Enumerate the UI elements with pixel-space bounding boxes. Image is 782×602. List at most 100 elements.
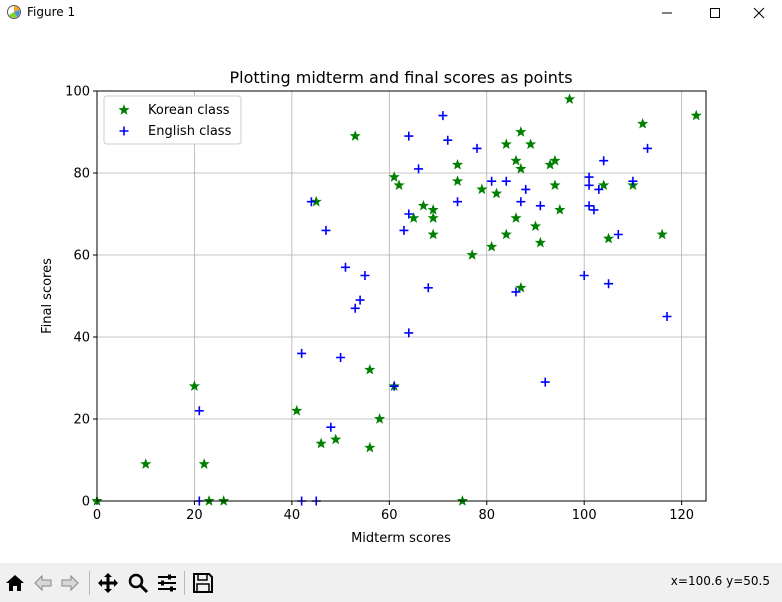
- star-point: [564, 93, 576, 104]
- star-point: [549, 154, 561, 166]
- close-button[interactable]: [736, 0, 782, 25]
- star-point: [515, 163, 527, 174]
- plus-point: [350, 303, 360, 313]
- minimize-button[interactable]: [644, 0, 690, 25]
- zoom-magnifier-icon: [128, 573, 149, 594]
- star-point: [515, 281, 527, 293]
- plus-point: [404, 328, 414, 338]
- plus-point: [501, 176, 511, 186]
- pan-button[interactable]: [95, 570, 121, 596]
- star-point: [417, 199, 429, 211]
- star-point: [500, 228, 512, 240]
- star-point: [451, 158, 464, 170]
- x-tick-label: 40: [284, 508, 301, 523]
- x-tick-label: 0: [93, 508, 101, 523]
- matplotlib-figure-icon: [7, 5, 21, 19]
- save-button[interactable]: [190, 570, 216, 596]
- star-point: [198, 458, 210, 469]
- plus-point: [306, 197, 316, 207]
- star-point: [291, 404, 303, 416]
- plus-point: [579, 271, 589, 280]
- cursor-coordinates: x=100.6 y=50.5: [670, 574, 770, 588]
- star-point: [656, 228, 668, 240]
- star-point: [408, 212, 420, 223]
- maximize-icon: [710, 7, 720, 18]
- plus-point: [404, 209, 414, 219]
- x-tick-label: 80: [478, 508, 495, 523]
- figure-canvas[interactable]: 0 20 40 60 80 100 120 0 20 40 60 80 100 Plotting mid…: [0, 25, 782, 563]
- star-point: [690, 109, 702, 121]
- star-point: [427, 212, 439, 223]
- plus-point: [521, 184, 531, 194]
- data-points: [91, 93, 702, 506]
- maximize-button[interactable]: [692, 0, 738, 25]
- plus-point: [389, 381, 399, 391]
- x-tick-label: 60: [381, 508, 398, 523]
- star-point: [525, 138, 537, 150]
- x-axis-label: Midterm scores: [351, 531, 451, 546]
- back-button[interactable]: [30, 570, 56, 596]
- y-tick-label: 100: [65, 85, 90, 100]
- configure-subplots-button[interactable]: [154, 570, 180, 596]
- plus-point: [443, 135, 453, 145]
- zoom-button[interactable]: [125, 570, 151, 596]
- y-tick-label: 80: [73, 167, 90, 182]
- plus-point: [297, 348, 307, 358]
- star-point: [427, 204, 439, 215]
- star-point: [374, 413, 386, 424]
- plus-point: [472, 143, 482, 153]
- star-point: [476, 183, 488, 195]
- forward-arrow-icon: [61, 574, 79, 592]
- star-point: [188, 380, 201, 391]
- star-point: [529, 220, 542, 232]
- plus-point: [628, 176, 638, 186]
- plus-point: [360, 271, 370, 280]
- star-point: [549, 179, 561, 191]
- pan-move-icon: [98, 573, 118, 593]
- plus-point: [326, 422, 336, 432]
- configure-subplots-icon: [158, 574, 176, 592]
- star-point: [602, 232, 615, 244]
- star-point: [330, 433, 342, 445]
- star-point: [515, 126, 527, 137]
- star-point: [637, 117, 649, 129]
- star-point: [486, 240, 498, 252]
- back-arrow-icon: [34, 574, 52, 592]
- plus-point: [453, 197, 463, 207]
- legend-label-english: English class: [148, 124, 232, 139]
- toolbar-separator: [89, 571, 90, 595]
- x-tick-label: 100: [572, 508, 597, 523]
- plus-point: [336, 353, 346, 362]
- series-english-class: [194, 111, 672, 506]
- axis-ticks: 0 20 40 60 80 100 120 0 20 40 60 80 100: [65, 85, 694, 524]
- plus-point: [321, 225, 331, 235]
- chart-title: Plotting midterm and final scores as poi…: [229, 68, 572, 87]
- legend-label-korean: Korean class: [148, 103, 230, 118]
- legend-plus-marker: [119, 126, 129, 136]
- y-axis-label: Final scores: [40, 258, 55, 334]
- navigation-toolbar: x=100.6 y=50.5: [0, 563, 782, 602]
- plot-frame: [96, 90, 707, 502]
- plus-point: [584, 172, 594, 182]
- star-point: [466, 249, 478, 260]
- star-point: [393, 179, 405, 191]
- star-point: [364, 363, 376, 375]
- plus-point: [414, 164, 424, 174]
- minimize-icon: [662, 12, 672, 13]
- plus-point: [487, 176, 497, 186]
- window-titlebar: Figure 1: [0, 0, 782, 25]
- star-point: [364, 441, 376, 453]
- y-tick-label: 40: [73, 331, 90, 346]
- star-point: [388, 171, 400, 182]
- plus-point: [604, 279, 614, 289]
- star-point: [315, 437, 327, 449]
- series-korean-class: [91, 93, 702, 506]
- close-icon: [753, 7, 765, 18]
- legend-marker-korean: [118, 104, 130, 115]
- star-point: [510, 154, 522, 166]
- forward-button[interactable]: [57, 570, 83, 596]
- plus-point: [423, 283, 433, 293]
- home-button[interactable]: [2, 570, 28, 596]
- legend: Korean class English class: [103, 95, 242, 145]
- plus-point: [594, 184, 604, 194]
